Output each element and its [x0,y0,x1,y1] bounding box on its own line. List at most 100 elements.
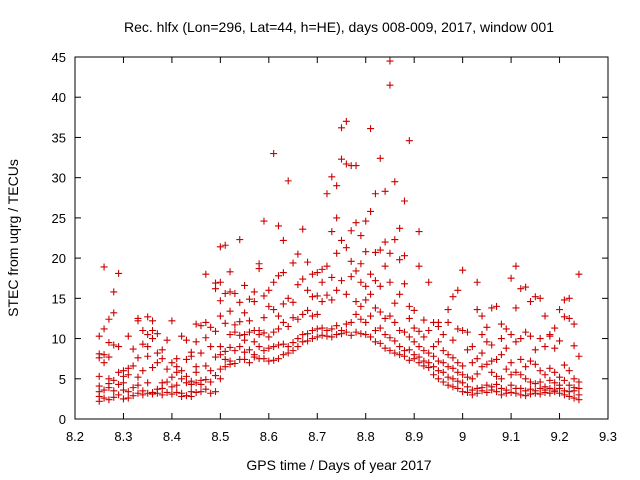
data-point [216,278,224,286]
data-point [216,375,224,383]
data-point [565,381,573,389]
data-point [410,351,418,359]
data-point [119,379,127,387]
data-point [270,278,278,286]
data-point [502,325,510,333]
data-point [459,379,467,387]
data-point [502,344,510,352]
data-point [575,384,583,392]
data-point [100,263,108,271]
data-point [405,137,413,145]
data-point [144,313,152,321]
data-point [473,370,481,378]
data-point [546,376,554,384]
data-point [279,340,287,348]
data-point [386,347,394,355]
data-point [168,383,176,391]
data-point [546,331,554,339]
data-point [560,361,568,369]
data-point [333,214,341,222]
data-point [245,328,253,336]
data-point [338,327,345,335]
data-point [139,387,147,395]
data-point [333,249,341,257]
data-point [308,293,316,301]
data-point [483,338,491,346]
data-point [163,336,171,344]
data-point [207,378,215,386]
data-point [512,368,520,376]
data-points [95,57,583,405]
data-point [517,285,525,293]
data-point [551,386,559,394]
data-point [526,298,534,306]
data-point [158,346,166,354]
data-point [323,262,331,270]
y-tick-label: 45 [52,50,66,65]
data-point [270,328,278,336]
data-point [119,386,127,394]
data-point [371,338,379,346]
data-point [318,298,326,306]
data-point [391,299,399,307]
data-point [192,379,200,387]
data-point [517,355,525,363]
data-point [110,309,118,317]
data-point [560,387,568,395]
data-point [473,355,481,363]
data-point [357,278,365,286]
data-point [178,375,186,383]
data-point [434,357,442,365]
data-point [425,278,433,286]
data-point [473,384,481,392]
data-point [415,228,423,236]
data-point [105,339,113,347]
data-point [434,318,442,326]
data-point [110,393,118,401]
data-point [357,260,365,268]
data-point [391,236,399,244]
data-point [124,364,132,372]
data-point [304,337,312,345]
x-tick-label: 8.9 [405,429,423,444]
data-point [294,335,302,343]
data-point [473,306,481,314]
data-point [522,375,530,383]
data-point [376,282,384,290]
data-point [260,329,268,337]
data-point [507,388,515,396]
data-point [570,342,578,350]
data-point [231,347,239,355]
x-tick-label: 9.2 [551,429,569,444]
data-point [207,389,215,397]
data-point [556,373,564,381]
data-point [187,388,195,396]
data-point [430,352,438,360]
data-point [212,372,220,380]
data-point [279,269,287,277]
data-point [570,320,578,328]
data-point [541,312,549,320]
data-point [420,347,428,355]
data-point [284,294,292,302]
data-point [507,274,515,282]
data-point [444,363,452,371]
data-point [129,345,137,353]
data-point [153,359,161,367]
data-point [575,378,583,386]
data-point [313,269,321,277]
data-point [478,363,486,371]
data-point [362,318,370,326]
data-point [110,341,118,349]
x-tick-label: 8.7 [308,429,326,444]
data-point [483,381,491,389]
x-tick-label: 8.6 [260,429,278,444]
data-point [454,359,462,367]
data-point [173,388,181,396]
data-point [265,302,273,310]
data-point [192,320,200,328]
data-point [308,312,316,320]
data-point [565,367,573,375]
data-point [560,296,568,304]
data-point [284,349,292,357]
